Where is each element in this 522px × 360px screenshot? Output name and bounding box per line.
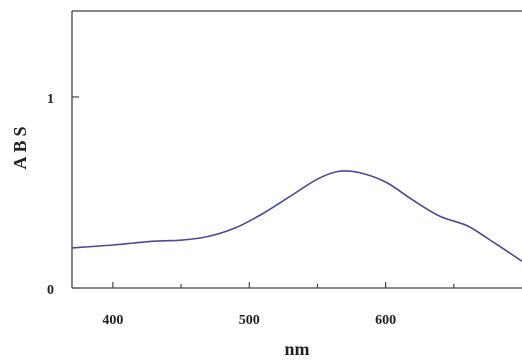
y-tick-label: 0 xyxy=(47,283,54,298)
x-axis-title: nm xyxy=(284,339,309,359)
x-tick-label: 500 xyxy=(239,313,260,328)
series-layer xyxy=(71,170,522,262)
x-tick-label: 400 xyxy=(102,313,123,328)
y-ticks: 01 xyxy=(47,92,79,298)
y-tick-label: 1 xyxy=(47,92,54,107)
x-ticks: 400 500 600 xyxy=(102,282,455,328)
x-tick-label: 600 xyxy=(375,313,396,328)
y-axis-title: ABS xyxy=(10,122,30,169)
absorbance-series-line xyxy=(71,170,522,262)
plot-frame xyxy=(71,10,522,289)
